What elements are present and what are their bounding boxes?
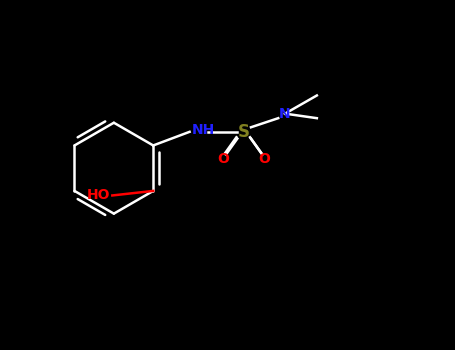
- Text: HO: HO: [86, 188, 110, 202]
- Text: S: S: [238, 123, 250, 141]
- Text: O: O: [258, 152, 271, 166]
- Text: O: O: [218, 152, 230, 166]
- Text: NH: NH: [192, 122, 215, 136]
- Text: N: N: [279, 107, 291, 121]
